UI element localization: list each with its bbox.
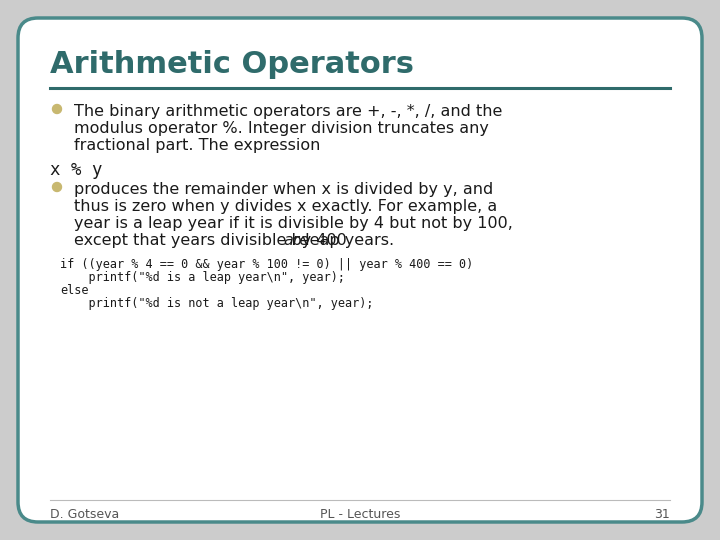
Text: are: are <box>283 233 310 248</box>
Text: D. Gotseva: D. Gotseva <box>50 508 120 521</box>
Circle shape <box>53 183 61 192</box>
Text: thus is zero when y divides x exactly. For example, a: thus is zero when y divides x exactly. F… <box>74 199 498 214</box>
Text: year is a leap year if it is divisible by 4 but not by 100,: year is a leap year if it is divisible b… <box>74 216 513 231</box>
Text: Arithmetic Operators: Arithmetic Operators <box>50 50 414 79</box>
Text: modulus operator %. Integer division truncates any: modulus operator %. Integer division tru… <box>74 121 489 136</box>
Text: x % y: x % y <box>50 161 102 179</box>
Text: leap years.: leap years. <box>300 233 394 248</box>
Text: fractional part. The expression: fractional part. The expression <box>74 138 320 153</box>
Text: else: else <box>60 284 89 297</box>
Text: except that years divisible by 400: except that years divisible by 400 <box>74 233 352 248</box>
Circle shape <box>53 105 61 113</box>
Text: 31: 31 <box>654 508 670 521</box>
Text: The binary arithmetic operators are +, -, *, /, and the: The binary arithmetic operators are +, -… <box>74 104 503 119</box>
Text: printf("%d is not a leap year\n", year);: printf("%d is not a leap year\n", year); <box>60 297 374 310</box>
Text: printf("%d is a leap year\n", year);: printf("%d is a leap year\n", year); <box>60 271 345 284</box>
FancyBboxPatch shape <box>18 18 702 522</box>
Text: if ((year % 4 == 0 && year % 100 != 0) || year % 400 == 0): if ((year % 4 == 0 && year % 100 != 0) |… <box>60 258 473 271</box>
Text: produces the remainder when x is divided by y, and: produces the remainder when x is divided… <box>74 182 493 197</box>
Text: PL - Lectures: PL - Lectures <box>320 508 400 521</box>
